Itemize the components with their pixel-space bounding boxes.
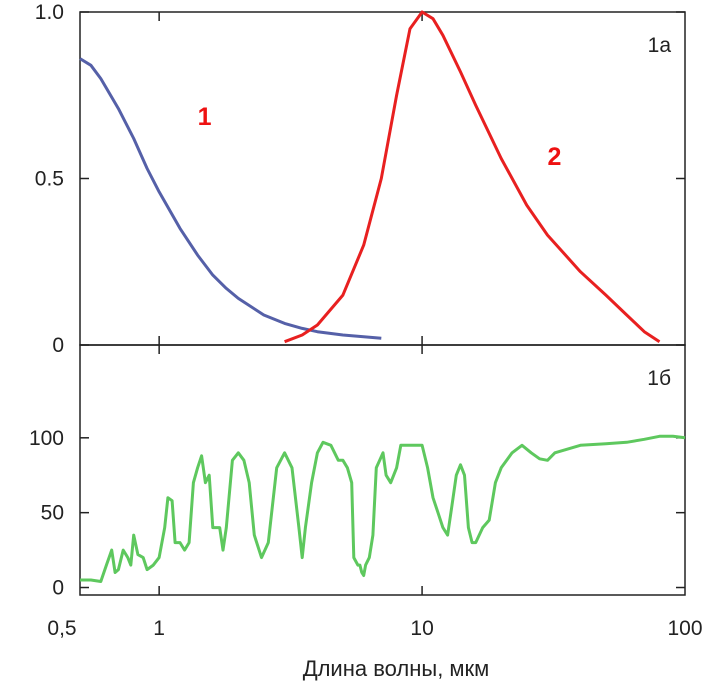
panel-frame	[79, 344, 686, 596]
y-tick-label: 1.0	[35, 1, 64, 24]
x-tick-label: 100	[667, 617, 702, 640]
panel-1a: 0 0.5 1.0 1а 1 2	[35, 1, 686, 357]
x-tick-label: 1	[153, 617, 165, 640]
series-line-2	[284, 10, 661, 344]
series-line-p1	[80, 434, 686, 583]
x-tick-label: 10	[410, 617, 433, 640]
panel-label: 1а	[648, 34, 672, 57]
y-tick-label: 100	[29, 427, 64, 450]
y-tick-label: 50	[41, 502, 64, 525]
panel-1b: 0 50 100 1б	[29, 344, 686, 600]
series-line-1	[79, 57, 382, 340]
y-tick-label: 0.5	[35, 168, 64, 191]
y-tick-label: 0	[52, 577, 64, 600]
curve-label-1: 1	[198, 103, 212, 131]
curve-label-2: 2	[548, 143, 562, 171]
x-tick-label: 0,5	[47, 617, 76, 640]
panel-label: 1б	[647, 367, 671, 390]
x-axis-label: Длина волны, мкм	[303, 656, 490, 681]
y-tick-label: 0	[52, 334, 64, 357]
shared-x-axis: 0,5 1 10 100	[47, 617, 702, 640]
